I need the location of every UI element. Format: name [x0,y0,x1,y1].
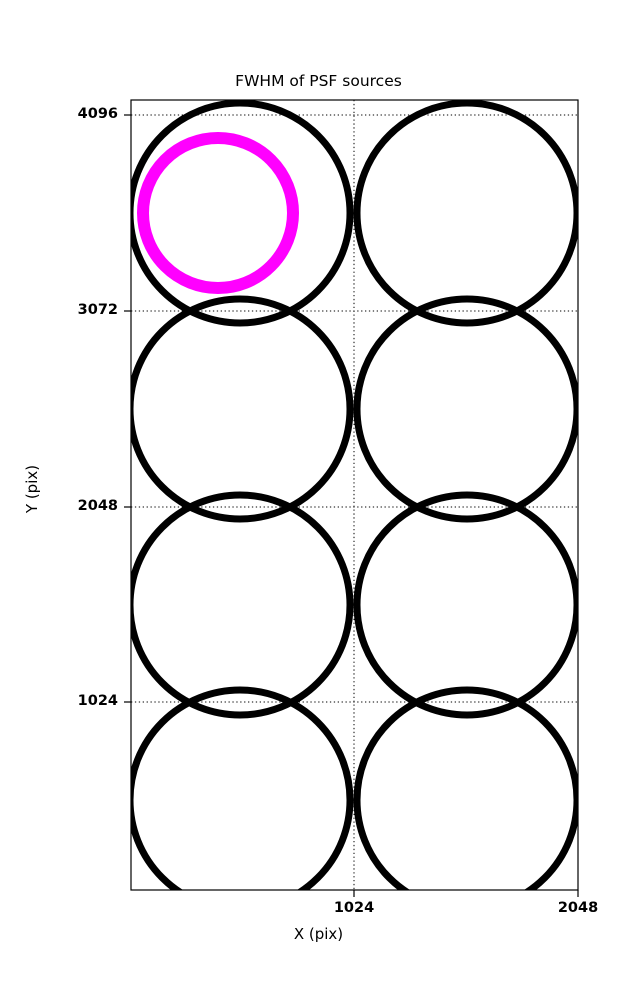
chart-title: FWHM of PSF sources [235,72,402,90]
psf-circle [131,491,354,719]
psf-source-markers [131,100,578,890]
y-tick-label-2048: 2048 [77,498,118,514]
y-tick-label-1024: 1024 [77,693,118,709]
psf-circle [131,686,354,890]
highlighted-psf-marker [137,132,299,294]
psf-circle [353,491,578,719]
x-tick-label-1024: 1024 [333,900,375,916]
psf-circle [131,100,354,327]
y-tick-label-3072: 3072 [77,302,118,318]
psf-circle [353,686,578,890]
x-tick-label-2048: 2048 [557,900,599,916]
axis-ticks [124,114,579,897]
x-axis-label: X (pix) [293,925,344,943]
psf-circle-highlighted [137,132,299,294]
psf-circle [353,295,578,523]
psf-circle [353,100,578,327]
y-axis-label: Y (pix) [23,464,41,514]
y-tick-label-4096: 4096 [77,106,118,122]
psf-circle [131,295,354,523]
